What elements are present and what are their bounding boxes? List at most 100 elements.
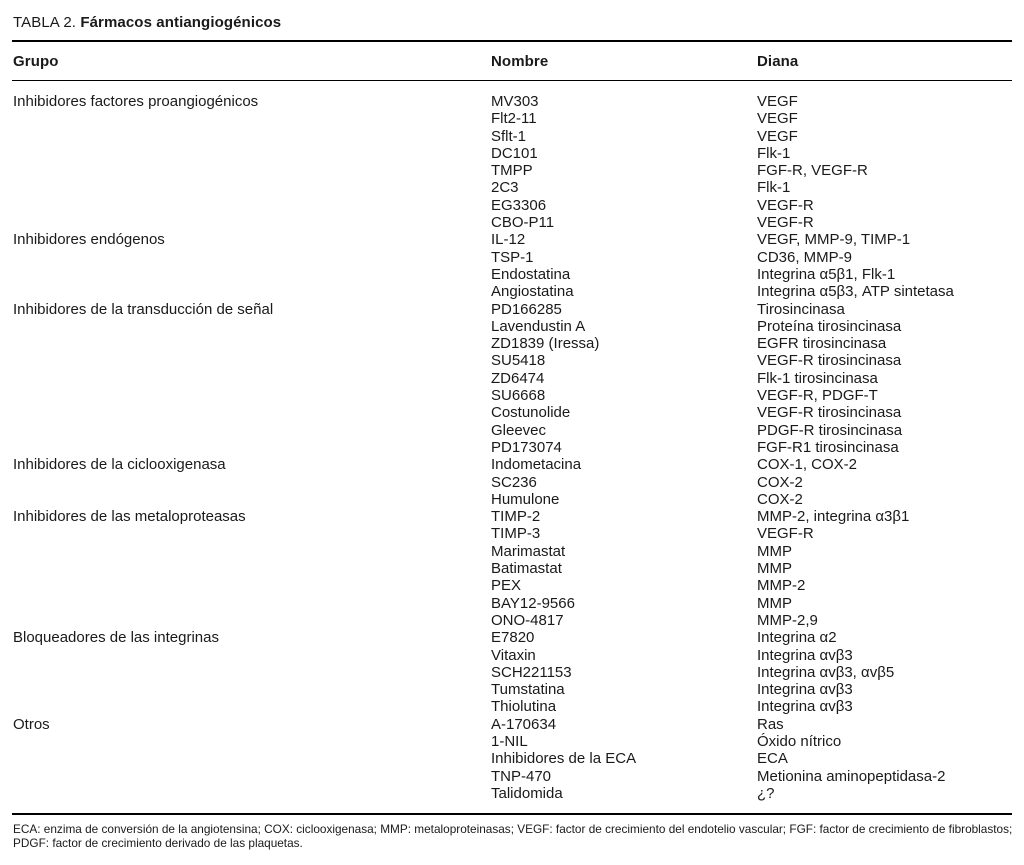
bottom-rule	[12, 813, 1012, 816]
table-row: TNP-470 Metionina aminopeptidasa-2	[12, 768, 1012, 785]
cell-diana: Tirosincinasa	[757, 300, 845, 318]
cell-diana: PDGF-R tirosincinasa	[757, 421, 903, 439]
cell-grupo	[12, 543, 490, 560]
cell-nombre: Marimastat	[491, 542, 566, 560]
cell-grupo	[12, 145, 490, 162]
cell-nombre: 2C3	[491, 179, 519, 197]
table-label: TABLA 2.	[13, 14, 77, 31]
cell-diana: Metionina aminopeptidasa-2	[757, 767, 946, 785]
cell-diana: VEGF, MMP-9, TIMP-1	[757, 231, 911, 249]
table-row: CBO-P11 VEGF-R	[12, 214, 1012, 231]
cell-diana: COX-1, COX-2	[757, 456, 858, 474]
cell-nombre: DC101	[491, 144, 538, 162]
table-row: EG3306 VEGF-R	[12, 197, 1012, 214]
table-row: Inhibidores de la transducción de señal P…	[12, 301, 1012, 318]
cell-nombre: ZD1839 (Iressa)	[491, 335, 600, 353]
table-caption: TABLA 2. Fármacos antiangiogénicos	[12, 8, 1012, 40]
table-row: ZD1839 (Iressa) EGFR tirosincinasa	[12, 335, 1012, 352]
table-row: TMPP FGF-R, VEGF-R	[12, 162, 1012, 179]
table-row: Sflt-1 VEGF	[12, 128, 1012, 145]
cell-nombre: ZD6474	[491, 369, 545, 387]
cell-diana: Ras	[757, 715, 784, 733]
cell-nombre: CBO-P11	[491, 214, 555, 232]
table-row: 2C3 Flk-1	[12, 179, 1012, 196]
cell-diana: VEGF	[757, 93, 798, 110]
cell-nombre: ONO-4817	[491, 611, 564, 629]
table-row: Lavendustin A Proteína tirosincinasa	[12, 318, 1012, 335]
cell-grupo	[12, 162, 490, 179]
table-row: Marimastat MMP	[12, 543, 1012, 560]
cell-nombre: TMPP	[491, 162, 533, 180]
cell-diana: Proteína tirosincinasa	[757, 317, 902, 335]
cell-grupo	[12, 750, 490, 767]
table-row: Flt2-11 VEGF	[12, 110, 1012, 127]
cell-nombre: Talidomida	[491, 784, 563, 802]
cell-diana: VEGF	[757, 110, 798, 128]
cell-grupo: Otros	[13, 715, 50, 733]
table-row: Bloqueadores de las integrinas E7820 Integ…	[12, 629, 1012, 646]
table-row: SU6668 VEGF-R, PDGF-T	[12, 387, 1012, 404]
table-row: BAY12-9566 MMP	[12, 595, 1012, 612]
cell-diana: Integrina αvβ3	[757, 698, 853, 716]
cell-nombre: Batimastat	[491, 560, 562, 578]
cell-nombre: Sflt-1	[491, 127, 527, 145]
cell-grupo: Inhibidores factores proangiogénicos	[13, 93, 259, 110]
cell-nombre: Lavendustin A	[491, 317, 586, 335]
cell-diana: MMP	[757, 542, 792, 560]
table-row: Angiostatina Integrina α5β3, ATP sintetas…	[12, 283, 1012, 300]
cell-nombre: IL-12	[491, 231, 526, 249]
cell-diana: FGF-R1 tirosincinasa	[757, 438, 899, 456]
cell-diana: FGF-R, VEGF-R	[757, 162, 868, 180]
table-row: Endostatina Integrina α5β1, Flk-1	[12, 266, 1012, 283]
cell-diana: Integrina α5β1, Flk-1	[757, 265, 896, 283]
col-header-nombre: Nombre	[490, 42, 756, 81]
cell-diana: Flk-1	[757, 179, 791, 197]
cell-grupo	[12, 179, 490, 196]
cell-nombre: Humulone	[491, 490, 560, 508]
cell-grupo	[12, 612, 490, 629]
cell-nombre: MV303	[491, 93, 539, 110]
cell-nombre: TNP-470	[491, 767, 552, 785]
table-row: Tumstatina Integrina αvβ3	[12, 681, 1012, 698]
table-row: Gleevec PDGF-R tirosincinasa	[12, 422, 1012, 439]
cell-grupo	[12, 335, 490, 352]
cell-diana: Óxido nítrico	[757, 732, 842, 750]
cell-nombre: SC236	[491, 473, 537, 491]
table-row: Inhibidores endógenos IL-12 VEGF, MMP-9, T…	[12, 231, 1012, 248]
cell-grupo	[12, 577, 490, 594]
cell-nombre: Tumstatina	[491, 681, 565, 699]
cell-grupo	[12, 698, 490, 715]
table-row: ZD6474 Flk-1 tirosincinasa	[12, 370, 1012, 387]
cell-diana: MMP-2, integrina α3β1	[757, 508, 910, 526]
cell-nombre: TSP-1	[491, 248, 534, 266]
cell-grupo	[12, 595, 490, 612]
cell-diana: EGFR tirosincinasa	[757, 335, 887, 353]
cell-grupo	[12, 352, 490, 369]
cell-grupo: Inhibidores de la ciclooxigenasa	[13, 456, 226, 474]
table-row: 1-NIL Óxido nítrico	[12, 733, 1012, 750]
cell-grupo	[12, 249, 490, 266]
table-row: SC236 COX-2	[12, 474, 1012, 491]
cell-diana: Flk-1 tirosincinasa	[757, 369, 878, 387]
table-row: SCH221153 Integrina αvβ3, αvβ5	[12, 664, 1012, 681]
cell-diana: ¿?	[757, 784, 775, 802]
cell-nombre: Inhibidores de la ECA	[491, 750, 637, 768]
cell-diana: VEGF-R	[757, 525, 814, 543]
cell-grupo	[12, 404, 490, 421]
table-row: Humulone COX-2	[12, 491, 1012, 508]
cell-grupo	[12, 474, 490, 491]
cell-diana: VEGF-R tirosincinasa	[757, 404, 902, 422]
cell-nombre: BAY12-9566	[491, 594, 575, 612]
cell-diana: COX-2	[757, 490, 803, 508]
cell-diana: MMP-2,9	[757, 611, 818, 629]
col-header-diana: Diana	[756, 42, 1012, 81]
table-row: TSP-1 CD36, MMP-9	[12, 249, 1012, 266]
antiangiogenic-drugs-table: Grupo Nombre Diana Inhibidores factores …	[12, 42, 1012, 811]
cell-diana: VEGF-R tirosincinasa	[757, 352, 902, 370]
cell-nombre: E7820	[491, 629, 535, 647]
cell-diana: VEGF	[757, 127, 798, 145]
cell-diana: Flk-1	[757, 144, 791, 162]
top-rule	[12, 40, 1012, 42]
cell-nombre: Thiolutina	[491, 698, 557, 716]
